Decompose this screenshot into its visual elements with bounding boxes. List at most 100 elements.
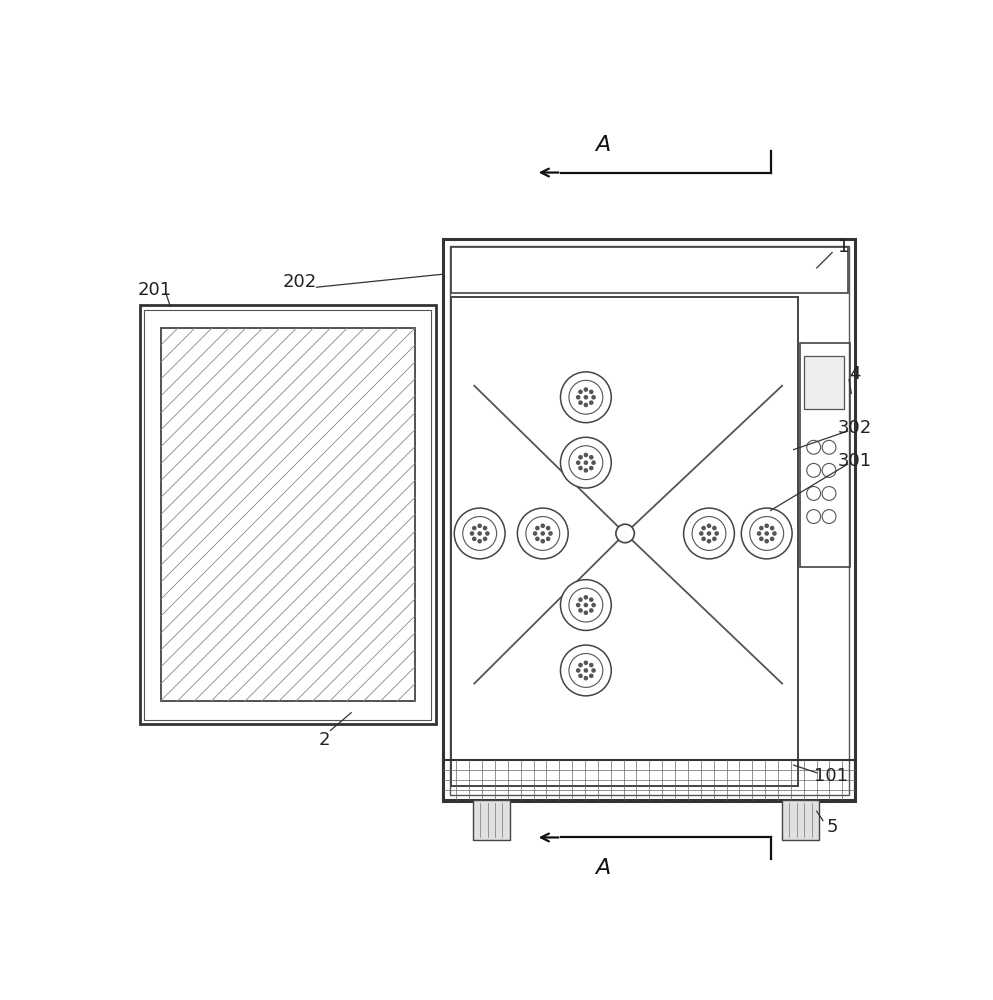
Circle shape: [750, 517, 783, 550]
Circle shape: [548, 531, 553, 536]
Circle shape: [765, 539, 769, 543]
Text: 2: 2: [319, 731, 330, 749]
Circle shape: [470, 531, 475, 536]
Circle shape: [560, 437, 612, 488]
Circle shape: [576, 395, 581, 400]
Bar: [144, 310, 431, 720]
Circle shape: [540, 523, 545, 528]
Circle shape: [589, 400, 594, 405]
Circle shape: [569, 446, 603, 480]
Bar: [782, 800, 819, 840]
Circle shape: [742, 508, 792, 559]
Circle shape: [560, 580, 612, 630]
Circle shape: [546, 537, 550, 541]
Circle shape: [578, 674, 583, 678]
Circle shape: [546, 526, 550, 530]
Circle shape: [757, 531, 762, 536]
Circle shape: [535, 537, 540, 541]
Circle shape: [578, 466, 583, 470]
Circle shape: [591, 668, 596, 673]
Circle shape: [569, 654, 603, 687]
Circle shape: [701, 526, 706, 530]
Circle shape: [578, 597, 583, 602]
Circle shape: [560, 645, 612, 696]
Circle shape: [591, 460, 596, 465]
Circle shape: [584, 395, 588, 400]
Text: 5: 5: [826, 818, 838, 836]
Circle shape: [569, 588, 603, 622]
Circle shape: [478, 539, 482, 543]
Bar: [451, 297, 797, 786]
Circle shape: [589, 455, 594, 460]
Circle shape: [770, 537, 775, 541]
Circle shape: [540, 531, 545, 536]
Bar: [450, 246, 849, 795]
Circle shape: [707, 523, 711, 528]
Circle shape: [759, 537, 764, 541]
Bar: [799, 343, 850, 567]
Circle shape: [578, 663, 583, 667]
Circle shape: [683, 508, 735, 559]
Text: A: A: [595, 858, 611, 878]
Text: 201: 201: [138, 281, 172, 299]
Circle shape: [584, 595, 588, 600]
Circle shape: [472, 526, 477, 530]
Bar: [451, 247, 847, 293]
Circle shape: [584, 460, 588, 465]
Circle shape: [454, 508, 505, 559]
Circle shape: [591, 395, 596, 400]
Circle shape: [560, 372, 612, 423]
Circle shape: [535, 526, 540, 530]
Circle shape: [765, 523, 769, 528]
Circle shape: [712, 537, 717, 541]
Circle shape: [584, 387, 588, 392]
Circle shape: [576, 603, 581, 607]
Circle shape: [589, 674, 594, 678]
Circle shape: [616, 524, 635, 543]
Circle shape: [472, 537, 477, 541]
Circle shape: [578, 608, 583, 613]
Circle shape: [578, 400, 583, 405]
Circle shape: [463, 517, 496, 550]
Circle shape: [483, 537, 488, 541]
Bar: [139, 305, 436, 724]
Text: 101: 101: [813, 767, 848, 785]
Circle shape: [485, 531, 490, 536]
Circle shape: [526, 517, 560, 550]
Circle shape: [569, 380, 603, 414]
Circle shape: [584, 660, 588, 665]
Text: 302: 302: [838, 419, 872, 437]
Circle shape: [584, 603, 588, 607]
Circle shape: [533, 531, 537, 536]
Bar: [804, 356, 844, 409]
Circle shape: [478, 523, 482, 528]
Circle shape: [707, 531, 711, 536]
Circle shape: [692, 517, 726, 550]
Circle shape: [765, 531, 769, 536]
Circle shape: [707, 539, 711, 543]
Bar: [444, 239, 855, 801]
Bar: [444, 760, 855, 800]
Circle shape: [712, 526, 717, 530]
Circle shape: [584, 403, 588, 407]
Circle shape: [478, 531, 482, 536]
Circle shape: [589, 597, 594, 602]
Bar: [473, 800, 509, 840]
Circle shape: [576, 668, 581, 673]
Circle shape: [591, 603, 596, 607]
Bar: [161, 328, 415, 701]
Circle shape: [578, 390, 583, 394]
Circle shape: [584, 676, 588, 680]
Circle shape: [699, 531, 704, 536]
Text: 202: 202: [282, 273, 317, 291]
Circle shape: [770, 526, 775, 530]
Text: 1: 1: [838, 238, 849, 256]
Circle shape: [589, 608, 594, 613]
Text: 301: 301: [838, 452, 872, 470]
Circle shape: [759, 526, 764, 530]
Circle shape: [589, 663, 594, 667]
Text: 4: 4: [849, 365, 861, 383]
Circle shape: [701, 537, 706, 541]
Circle shape: [517, 508, 568, 559]
Circle shape: [578, 455, 583, 460]
